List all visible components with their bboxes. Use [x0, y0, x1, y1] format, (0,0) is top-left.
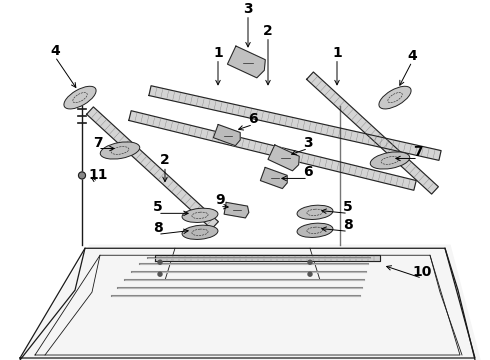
Polygon shape	[260, 167, 287, 189]
Ellipse shape	[370, 152, 410, 169]
Ellipse shape	[64, 86, 96, 109]
Text: 8: 8	[343, 218, 353, 232]
Polygon shape	[20, 245, 480, 360]
Polygon shape	[224, 202, 249, 218]
Text: 7: 7	[93, 135, 103, 149]
Ellipse shape	[100, 142, 140, 159]
Text: 11: 11	[88, 168, 108, 183]
Circle shape	[158, 260, 162, 264]
Polygon shape	[227, 46, 265, 78]
Polygon shape	[155, 255, 380, 261]
Text: 5: 5	[343, 201, 353, 214]
Circle shape	[158, 272, 162, 276]
Ellipse shape	[297, 205, 333, 220]
Ellipse shape	[297, 223, 333, 238]
Polygon shape	[268, 145, 299, 171]
Text: 4: 4	[407, 49, 417, 63]
Text: 1: 1	[332, 46, 342, 60]
Text: 7: 7	[413, 145, 423, 159]
Circle shape	[78, 172, 85, 179]
Text: 8: 8	[153, 221, 163, 235]
Polygon shape	[213, 125, 240, 146]
Circle shape	[308, 272, 312, 276]
Text: 1: 1	[213, 46, 223, 60]
Text: 2: 2	[263, 24, 273, 38]
Circle shape	[308, 260, 312, 264]
Text: 4: 4	[50, 44, 60, 58]
Text: 5: 5	[153, 201, 163, 214]
Text: 6: 6	[303, 166, 313, 179]
Text: 10: 10	[412, 265, 432, 279]
Text: 3: 3	[243, 2, 253, 16]
Polygon shape	[87, 107, 219, 229]
Polygon shape	[307, 72, 439, 194]
Text: 6: 6	[248, 112, 258, 126]
Ellipse shape	[379, 86, 411, 109]
Text: 9: 9	[215, 193, 225, 207]
Ellipse shape	[182, 208, 218, 222]
Ellipse shape	[182, 225, 218, 239]
Polygon shape	[149, 86, 441, 160]
Polygon shape	[129, 111, 416, 190]
Text: 3: 3	[303, 135, 313, 149]
Text: 2: 2	[160, 153, 170, 167]
